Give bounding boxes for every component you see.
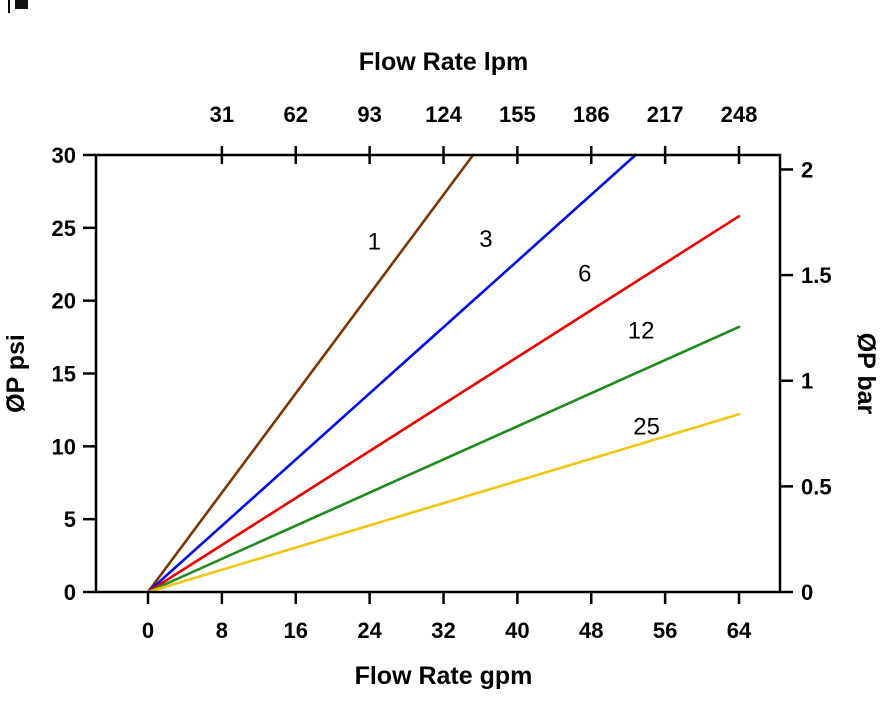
series-line-1 — [146, 153, 475, 594]
plot-frame — [94, 153, 782, 594]
x-bottom-tick-label: 16 — [284, 618, 308, 643]
x-bottom-tick-label: 8 — [216, 618, 228, 643]
x-bottom-tick-label: 24 — [357, 618, 382, 643]
y-right-axis-title: ØP bar — [852, 333, 880, 415]
x-bottom-axis-title: Flow Rate gpm — [355, 662, 533, 690]
series-label-6: 6 — [578, 261, 591, 288]
y-left-tick-label: 0 — [64, 580, 76, 605]
y-right-tick-label: 1 — [801, 369, 813, 394]
series-label-12: 12 — [628, 318, 655, 345]
x-bottom-tick-label: 40 — [505, 618, 529, 643]
x-bottom-tick-label: 32 — [431, 618, 455, 643]
x-top-tick-label: 186 — [573, 102, 610, 127]
y-right-tick-label: 1.5 — [801, 263, 832, 288]
x-top-tick-label: 217 — [647, 102, 684, 127]
x-top-axis-title: Flow Rate lpm — [359, 48, 528, 76]
x-bottom-tick-label: 48 — [579, 618, 603, 643]
y-left-tick-label: 25 — [52, 216, 76, 241]
y-left-tick-label: 15 — [52, 362, 76, 387]
series-label-25: 25 — [633, 414, 660, 441]
x-bottom-tick-label: 0 — [142, 618, 154, 643]
x-bottom-tick-label: 56 — [653, 618, 677, 643]
y-left-tick-label: 30 — [52, 143, 76, 168]
y-left-tick-label: 20 — [52, 289, 76, 314]
y-right-tick-label: 0 — [801, 580, 813, 605]
series-line-6 — [146, 214, 741, 594]
y-left-axis-title: ØP psi — [2, 334, 30, 413]
y-right-tick-label: 0.5 — [801, 474, 832, 499]
y-left-tick-label: 10 — [52, 434, 76, 459]
x-top-tick-label: 93 — [357, 102, 381, 127]
series-label-1: 1 — [368, 229, 381, 256]
series-label-3: 3 — [479, 226, 492, 253]
x-top-tick-label: 31 — [210, 102, 234, 127]
x-bottom-tick-label: 64 — [727, 618, 752, 643]
series-line-3 — [146, 153, 637, 594]
series-line-12 — [146, 325, 741, 594]
series-line-25 — [146, 412, 741, 594]
x-top-tick-label: 124 — [425, 102, 462, 127]
y-right-tick-label: 2 — [801, 157, 813, 182]
corner-artifact-glyph — [8, 0, 28, 13]
x-top-tick-label: 62 — [284, 102, 308, 127]
x-top-tick-label: 248 — [721, 102, 758, 127]
x-top-tick-label: 155 — [499, 102, 536, 127]
corner-artifact — [8, 0, 32, 14]
y-left-tick-label: 5 — [64, 507, 76, 532]
